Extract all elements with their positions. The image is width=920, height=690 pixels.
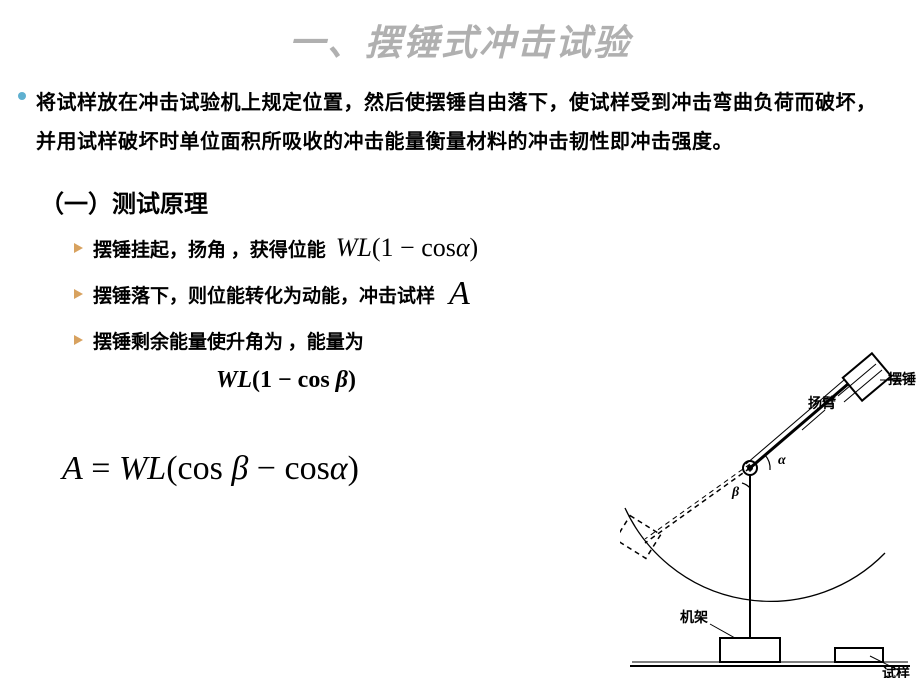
arrow-icon	[74, 335, 83, 345]
arrow-icon	[74, 243, 83, 253]
formula-1-mid: (1 − cos	[372, 233, 456, 262]
pendulum-diagram: α β 摆锤 扬臂 机架 试样	[620, 348, 920, 678]
diagram-beta: β	[731, 485, 740, 500]
main-formula-eq: =	[83, 450, 119, 487]
subheading: （一）测试原理	[40, 184, 920, 219]
formula-1-greek: α	[456, 233, 470, 262]
main-formula-lhs: A	[62, 450, 83, 487]
formula-3-mid: (1 − cos	[252, 367, 330, 393]
intro-text: 将试样放在冲击试验机上规定位置，然后使摆锤自由落下，使试样受到冲击弯曲负荷而破坏…	[36, 84, 884, 162]
arrow-icon	[74, 289, 83, 299]
main-formula-pre: WL	[119, 450, 166, 487]
formula-3-greek: β	[330, 367, 348, 393]
intro-block: 将试样放在冲击试验机上规定位置，然后使摆锤自由落下，使试样受到冲击弯曲负荷而破坏…	[36, 84, 884, 162]
formula-3-pre: WL	[216, 367, 252, 393]
main-formula-open: (cos	[166, 450, 223, 487]
principle-item-2: 摆锤落下，则位能转化为动能，冲击试样 A	[74, 275, 920, 313]
formula-1-post: )	[470, 233, 479, 262]
diagram-alpha: α	[778, 453, 786, 468]
principle-text-3: 摆锤剩余能量使升角为 ，能量为	[93, 327, 364, 354]
formula-1-pre: WL	[336, 233, 372, 262]
diagram-label-hammer: 摆锤	[888, 371, 916, 388]
diagram-label-specimen: 试样	[882, 665, 910, 678]
main-formula-mid: − cos	[248, 450, 330, 487]
formula-3-post: )	[348, 367, 356, 393]
main-formula-g1: β	[223, 450, 248, 487]
principle-item-1: 摆锤挂起，扬角 ，获得位能 WL(1 − cosα)	[74, 233, 920, 263]
diagram-label-arm: 扬臂	[808, 395, 836, 412]
principle-text-1: 摆锤挂起，扬角 ，获得位能	[93, 235, 326, 262]
main-formula-g2: α	[330, 450, 348, 487]
main-formula-close: )	[348, 450, 359, 487]
principle-text-2: 摆锤落下，则位能转化为动能，冲击试样	[93, 281, 435, 308]
diagram-label-frame: 机架	[680, 609, 708, 626]
slide-title: 一、摆锤式冲击试验	[0, 0, 920, 66]
formula-1: WL(1 − cosα)	[336, 233, 478, 263]
formula-2: A	[449, 275, 470, 313]
bullet-dot-icon	[18, 92, 26, 100]
